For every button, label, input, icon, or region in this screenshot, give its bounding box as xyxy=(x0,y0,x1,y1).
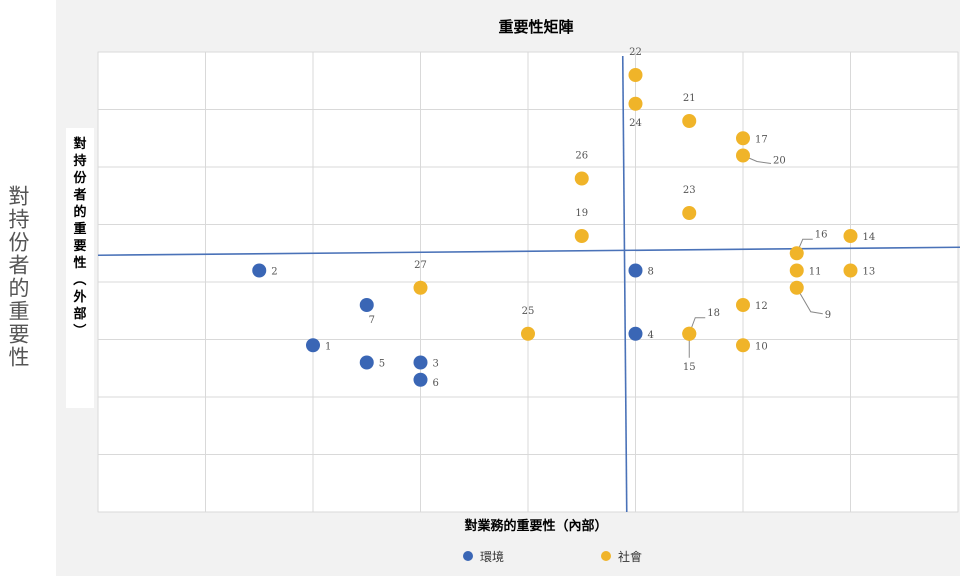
point-label-16: 16 xyxy=(815,229,828,240)
point-label-15: 15 xyxy=(683,362,696,373)
data-point-19 xyxy=(574,229,589,243)
x-axis-title: 對業務的重要性（內部） xyxy=(464,518,607,534)
point-label-17: 17 xyxy=(755,134,768,145)
legend-label-0: 環境 xyxy=(480,549,504,564)
point-label-13: 13 xyxy=(863,267,876,278)
y-axis-title-char: 者 xyxy=(72,187,86,203)
point-label-6: 6 xyxy=(433,378,439,389)
data-point-12 xyxy=(736,298,750,312)
y-axis-title-char: 的 xyxy=(73,204,86,220)
chart-title: 重要性矩陣 xyxy=(498,18,573,36)
point-label-3: 3 xyxy=(433,359,439,370)
y-axis-title-char: 對 xyxy=(73,136,86,152)
point-label-24: 24 xyxy=(629,118,642,129)
leader-line-9 xyxy=(796,287,823,315)
data-point-8 xyxy=(628,263,643,278)
y-axis-title-char: ） xyxy=(71,323,87,336)
point-label-12: 12 xyxy=(755,301,768,312)
point-label-27: 27 xyxy=(414,260,427,271)
point-label-21: 21 xyxy=(683,93,696,104)
y-axis-title-char: 持 xyxy=(73,153,86,169)
data-point-27 xyxy=(413,280,428,295)
point-label-20: 20 xyxy=(773,156,786,167)
data-point-21 xyxy=(682,114,697,128)
point-label-26: 26 xyxy=(575,151,588,162)
point-labels: 1234567891011121314151617181920212223242… xyxy=(271,47,875,389)
legend-marker-0 xyxy=(463,551,473,561)
y-axis-title: 對持份者的重要性（ 外部） xyxy=(71,136,87,337)
outer-y-axis-label: 對持份者的重要性 xyxy=(6,185,30,369)
data-point-5 xyxy=(359,355,374,370)
legend-marker-1 xyxy=(601,551,611,561)
data-point-16 xyxy=(789,246,804,261)
point-label-14: 14 xyxy=(863,232,876,243)
data-point-3 xyxy=(413,355,428,370)
data-point-13 xyxy=(843,263,858,278)
point-label-4: 4 xyxy=(648,330,654,341)
point-label-1: 1 xyxy=(325,341,331,352)
point-label-23: 23 xyxy=(683,185,696,196)
point-label-11: 11 xyxy=(809,267,822,278)
data-points xyxy=(252,68,858,387)
point-label-2: 2 xyxy=(271,267,277,278)
data-point-20 xyxy=(736,148,750,163)
data-point-6 xyxy=(413,372,428,387)
point-label-22: 22 xyxy=(629,47,642,58)
data-point-26 xyxy=(574,171,589,186)
data-point-24 xyxy=(628,96,643,111)
data-point-11 xyxy=(789,263,804,278)
data-point-23 xyxy=(682,206,697,220)
y-axis-title-char: （ xyxy=(71,272,87,285)
data-point-7 xyxy=(359,298,374,312)
point-label-8: 8 xyxy=(648,267,654,278)
data-point-22 xyxy=(628,68,643,82)
scatter-chart: 1234567891011121314151617181920212223242… xyxy=(66,18,960,564)
y-axis-title-char: 份 xyxy=(73,170,87,186)
legend-label-1: 社會 xyxy=(618,549,642,564)
point-label-18: 18 xyxy=(707,308,720,319)
grid-lines xyxy=(97,51,959,513)
data-point-14 xyxy=(843,229,858,243)
data-point-25 xyxy=(521,326,535,341)
quadrant-lines xyxy=(97,55,960,513)
point-label-7: 7 xyxy=(369,315,375,326)
point-label-25: 25 xyxy=(522,306,535,317)
data-point-4 xyxy=(628,326,643,341)
data-point-2 xyxy=(252,263,267,278)
y-axis-title-char: 性 xyxy=(73,255,86,271)
y-axis-title-char: 部 xyxy=(73,306,86,322)
point-label-10: 10 xyxy=(755,341,768,352)
point-label-19: 19 xyxy=(575,208,588,219)
data-point-9 xyxy=(789,280,804,295)
data-point-17 xyxy=(736,131,750,146)
quadrant-line-horizontal xyxy=(97,246,960,257)
data-point-18 xyxy=(682,326,697,341)
y-axis-title-char: 外 xyxy=(72,289,86,305)
chart-area: 1 2 3 4 5 6 7 8 9 10 11 12 13 14 15 16 17 18 19 20 21 22 23 24 2… xyxy=(56,0,960,576)
data-point-1 xyxy=(306,338,320,353)
legend: 環境 社會 xyxy=(463,549,642,564)
point-label-9: 9 xyxy=(825,310,831,321)
point-label-5: 5 xyxy=(379,359,385,370)
y-axis-title-box xyxy=(66,128,94,408)
quadrant-line-vertical xyxy=(621,55,628,513)
y-axis-title-char: 重 xyxy=(73,221,86,237)
y-axis-title-char: 要 xyxy=(73,239,86,254)
data-point-10 xyxy=(736,338,750,353)
